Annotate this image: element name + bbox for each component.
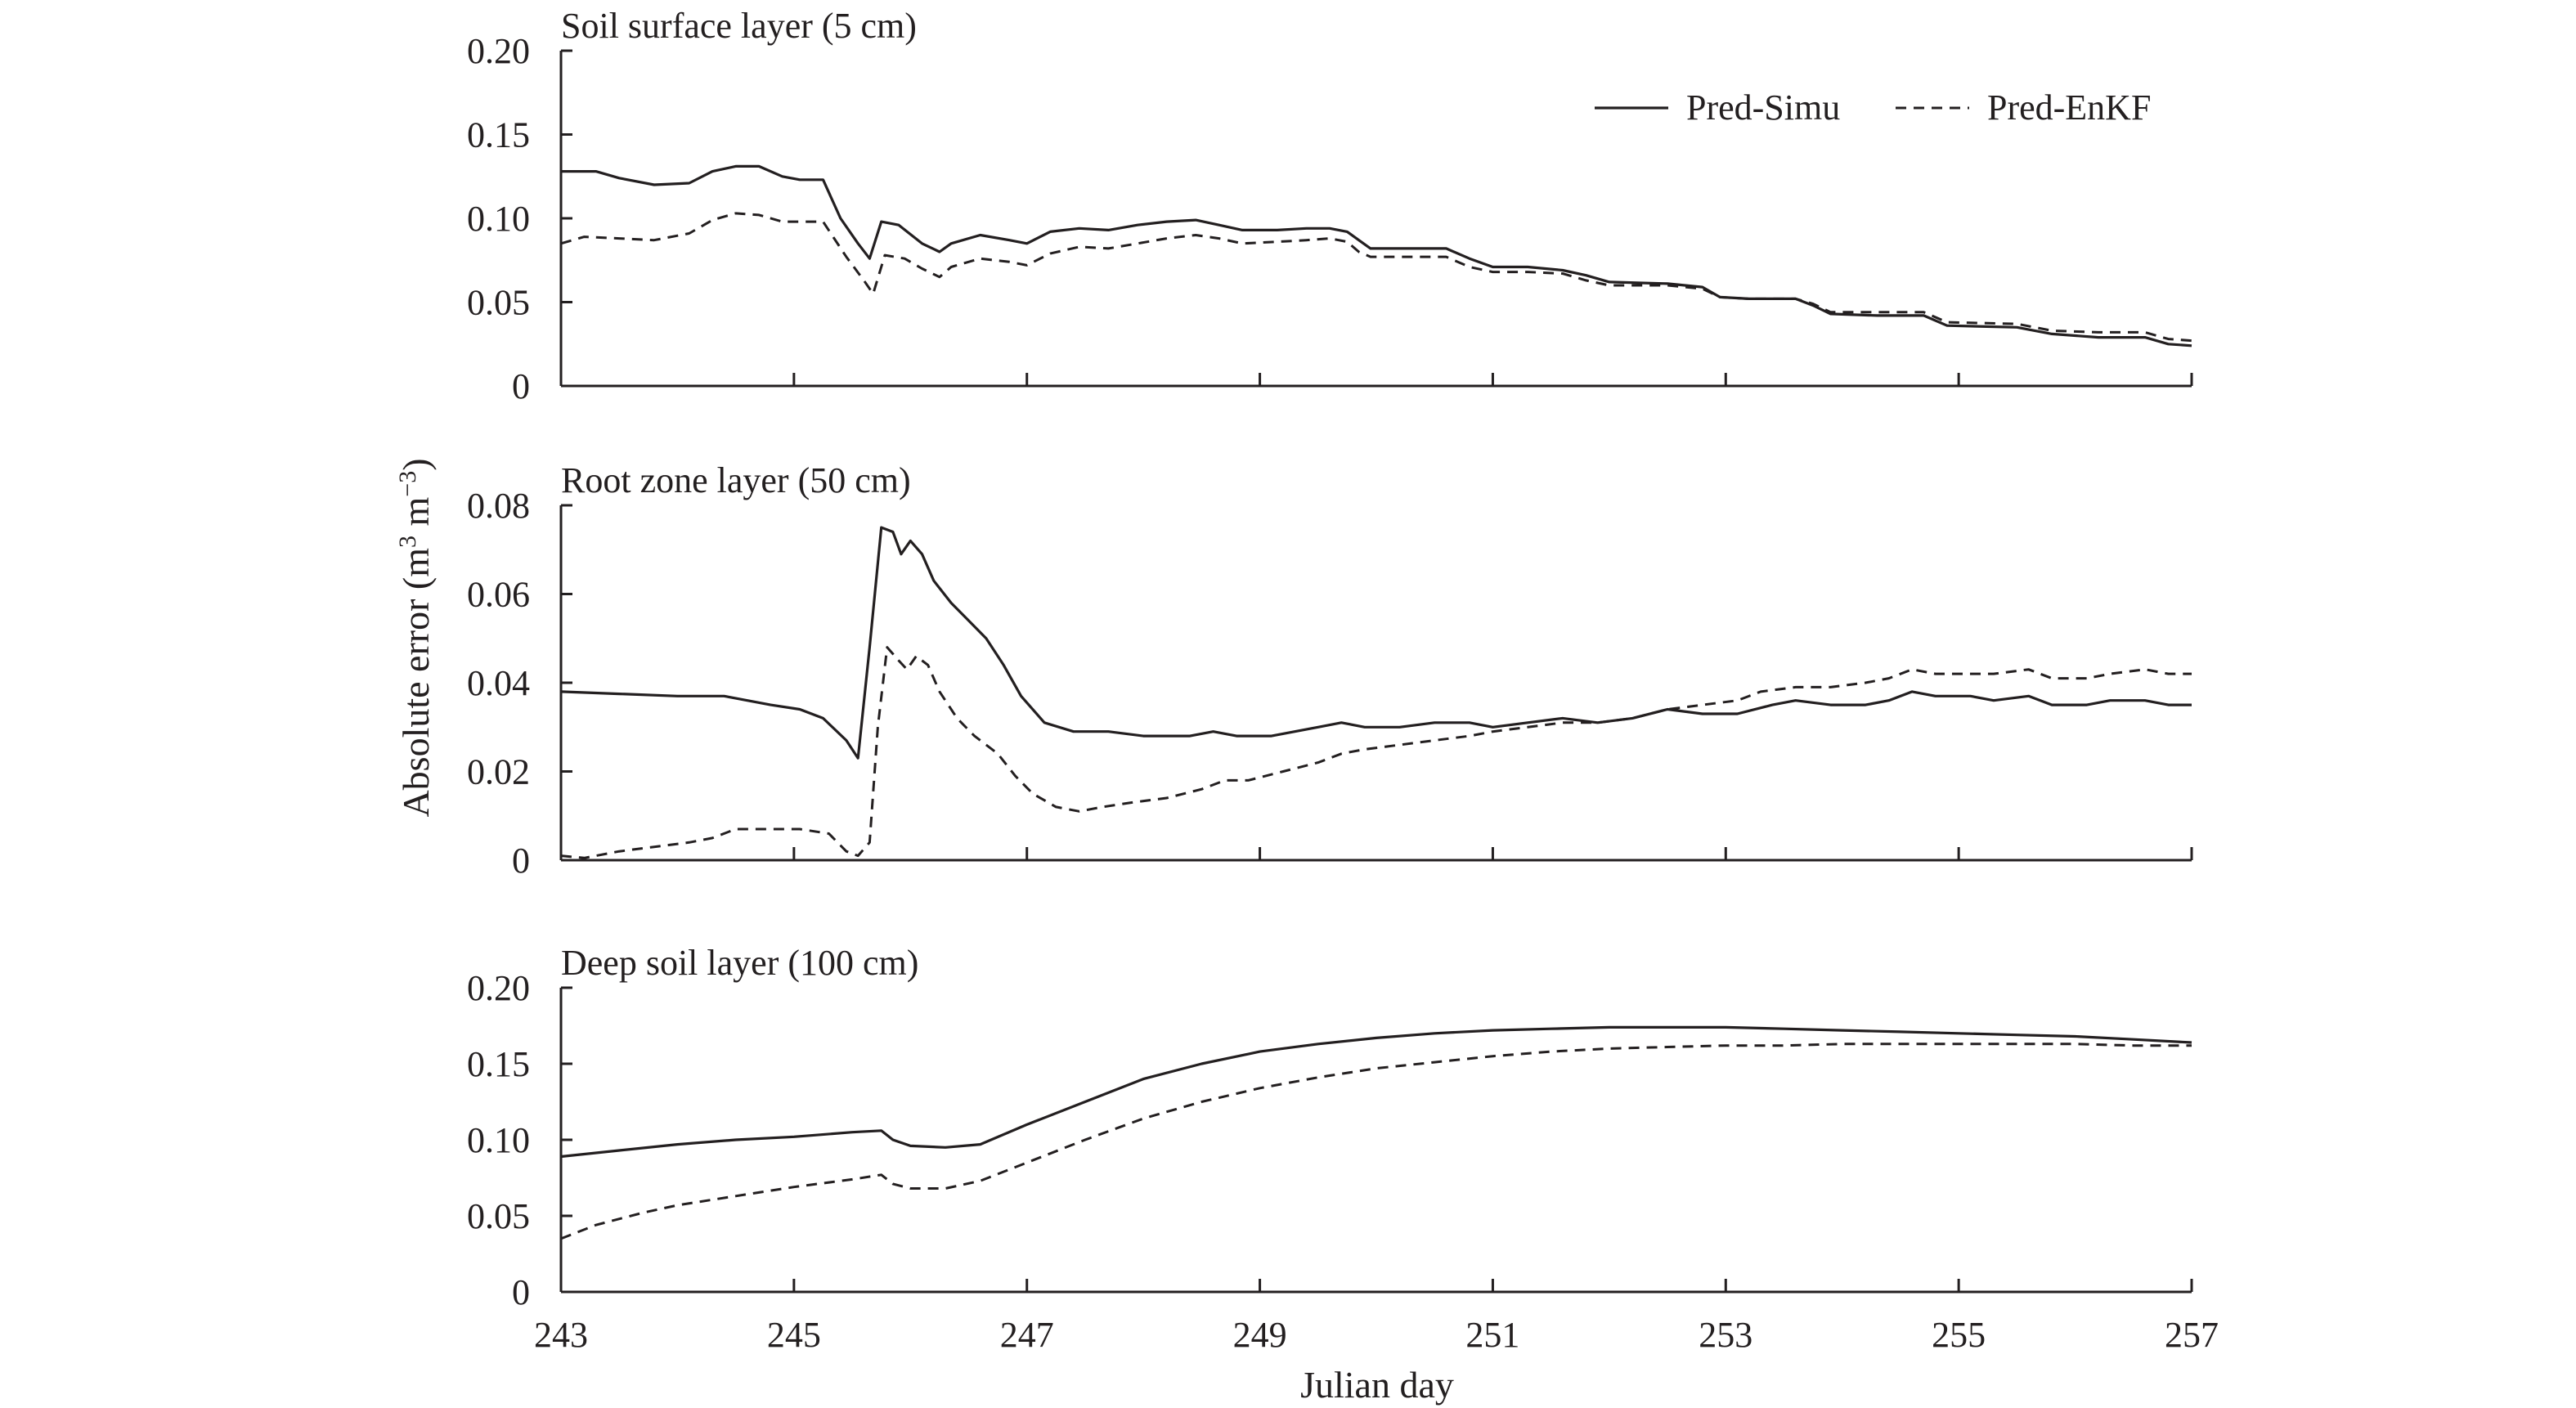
x-tick-label: 249 [1233,1315,1287,1355]
y-tick-label: 0.10 [467,1120,530,1160]
series-line-pred-enkf [560,212,2192,343]
y-tick-label: 0.20 [467,31,530,71]
y-tick-label: 0.04 [467,663,530,703]
y-tick-label: 0.10 [467,199,530,239]
y-tick-label: 0.05 [467,283,530,323]
x-tick-label: 257 [2165,1315,2219,1355]
x-axis-title: Julian day [1300,1364,1454,1406]
y-tick-label: 0.02 [467,752,530,792]
series-line-pred-simu [561,164,2192,348]
x-tick-label: 253 [1699,1315,1752,1355]
panel-title: Deep soil layer (100 cm) [561,943,918,983]
y-tick-label: 0 [512,1272,530,1312]
series-line-pred-enkf [560,1043,2192,1240]
y-tick-label: 0.15 [467,115,530,155]
x-tick-label: 251 [1465,1315,1519,1355]
y-tick-label: 0.08 [467,486,530,526]
series-line-pred-simu [560,1025,2192,1159]
y-tick-label: 0.20 [467,968,530,1008]
y-tick-label: 0 [512,841,530,881]
legend-label-pred-simu: Pred-Simu [1686,87,1840,128]
legend-label-pred-enkf: Pred-EnKF [1987,87,2151,128]
y-tick-label: 0.05 [467,1196,530,1236]
series-line-pred-enkf [560,646,2192,859]
panel-title: Soil surface layer (5 cm) [561,6,917,46]
series-line-pred-simu [560,526,2192,760]
y-tick-label: 0.06 [467,575,530,615]
x-tick-label: 243 [534,1315,588,1355]
x-tick-label: 245 [767,1315,821,1355]
panel-3: Deep soil layer (100 cm) 0 0.05 0.10 0.15 0.2… [467,943,2193,1312]
x-tick-label: 247 [1000,1315,1054,1355]
x-tick-label: 255 [1932,1315,1986,1355]
panel-title: Root zone layer (50 cm) [561,460,911,500]
legend: Pred-Simu Pred-EnKF [1595,87,2151,128]
y-tick-label: 0 [512,366,530,406]
chart-panels: Soil surface layer (5 cm) 0 0.05 0.10 0.15 0.… [467,6,2219,1355]
y-axis-title: Absolute error (m3 m−3) [394,458,437,817]
y-tick-label: 0.15 [467,1044,530,1084]
panel-2: Root zone layer (50 cm) 0 0.02 0.04 0.06 0.08 [467,460,2193,881]
panel-1: Soil surface layer (5 cm) 0 0.05 0.10 0.15 0.… [467,6,2193,406]
